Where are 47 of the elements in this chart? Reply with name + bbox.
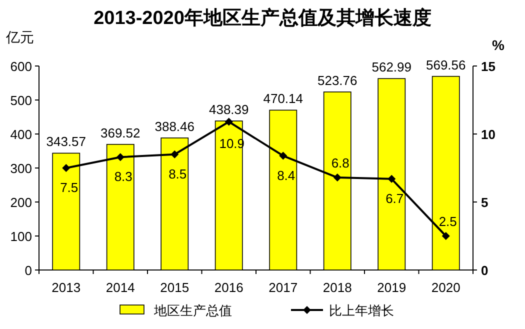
x-tick-label: 2020 xyxy=(431,280,460,295)
y-tick-label: 200 xyxy=(10,195,32,210)
data-label: 388.46 xyxy=(154,118,195,134)
point xyxy=(442,232,450,240)
x-tick-label: 2018 xyxy=(322,280,352,295)
y2-tick-label: 0 xyxy=(481,263,488,278)
chart-title: 2013-2020年地区生产总值及其增长速度 xyxy=(94,7,432,29)
x-tick-label: 2019 xyxy=(377,280,406,295)
data-label: 343.57 xyxy=(46,134,86,150)
y-axis-title: 亿元 xyxy=(5,29,34,45)
x-tick-label: 2017 xyxy=(268,280,298,295)
data-label: 6.7 xyxy=(386,190,404,206)
data-label: 369.52 xyxy=(100,125,140,140)
x-tick-label: 2015 xyxy=(160,280,190,295)
legend-label: 比上年增长 xyxy=(329,303,394,318)
y-tick-label: 400 xyxy=(10,127,32,142)
y-tick-label: 500 xyxy=(10,93,32,108)
point xyxy=(388,174,396,183)
data-label: 569.56 xyxy=(426,57,466,72)
data-label: 8.4 xyxy=(277,168,296,183)
data-label: 438.39 xyxy=(208,102,249,117)
point xyxy=(333,174,342,182)
x-tick-label: 2016 xyxy=(214,280,244,295)
y2-tick-label: 10 xyxy=(481,127,496,142)
point xyxy=(62,164,70,172)
data-label: 6.8 xyxy=(331,156,350,171)
point xyxy=(170,150,179,158)
point xyxy=(224,118,233,126)
x-tick-label: 2013 xyxy=(52,280,81,295)
y-tick-label: 600 xyxy=(10,59,32,74)
point xyxy=(116,153,124,162)
y-tick-label: 300 xyxy=(10,161,32,176)
data-label: 2.5 xyxy=(438,214,457,229)
y-tick-label: 0 xyxy=(24,263,32,278)
data-label: 7.5 xyxy=(60,180,78,195)
x-tick-label: 2014 xyxy=(106,280,135,295)
y2-axis-title: % xyxy=(492,37,505,53)
data-label: 8.5 xyxy=(168,166,187,182)
y2-tick-label: 15 xyxy=(481,59,496,74)
point xyxy=(279,152,288,160)
y-tick-label: 100 xyxy=(10,229,32,244)
legend-label: 地区生产总值 xyxy=(153,303,232,318)
data-label: 470.14 xyxy=(263,91,304,106)
data-label: 8.3 xyxy=(114,169,132,184)
data-label: 562.99 xyxy=(372,60,412,75)
data-label: 523.76 xyxy=(317,72,358,88)
y2-tick-label: 5 xyxy=(481,195,488,210)
